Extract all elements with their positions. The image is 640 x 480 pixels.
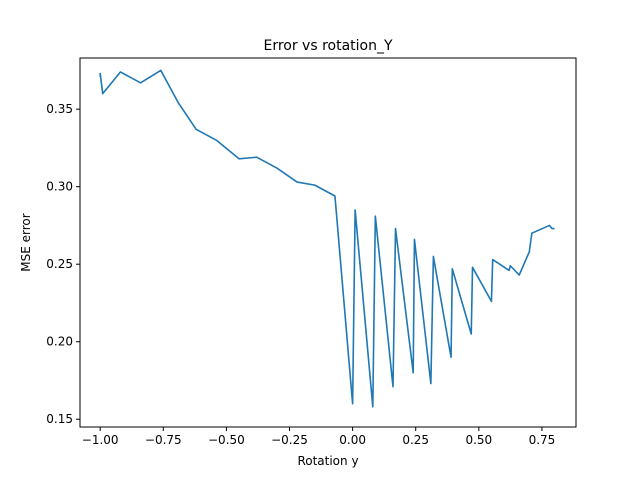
plot-frame bbox=[79, 57, 577, 428]
series-line bbox=[99, 69, 555, 408]
x-tick-label: 0.75 bbox=[529, 433, 556, 447]
y-tick-label: 0.20 bbox=[46, 335, 73, 349]
y-tick-label: 0.35 bbox=[46, 102, 73, 116]
x-tick-label: −1.00 bbox=[82, 433, 119, 447]
x-tick-label: −0.50 bbox=[208, 433, 245, 447]
y-axis-label: MSE error bbox=[19, 213, 33, 271]
x-tick-label: −0.75 bbox=[145, 433, 182, 447]
x-tick-label: 0.00 bbox=[339, 433, 366, 447]
x-tick-label: 0.25 bbox=[402, 433, 429, 447]
y-tick-label: 0.30 bbox=[46, 180, 73, 194]
chart-title: Error vs rotation_Y bbox=[263, 38, 393, 54]
y-tick-label: 0.25 bbox=[46, 257, 73, 271]
x-tick-label: −0.25 bbox=[271, 433, 308, 447]
x-axis-label: Rotation y bbox=[297, 454, 358, 468]
y-tick-label: 0.15 bbox=[46, 412, 73, 426]
x-tick-label: 0.50 bbox=[465, 433, 492, 447]
